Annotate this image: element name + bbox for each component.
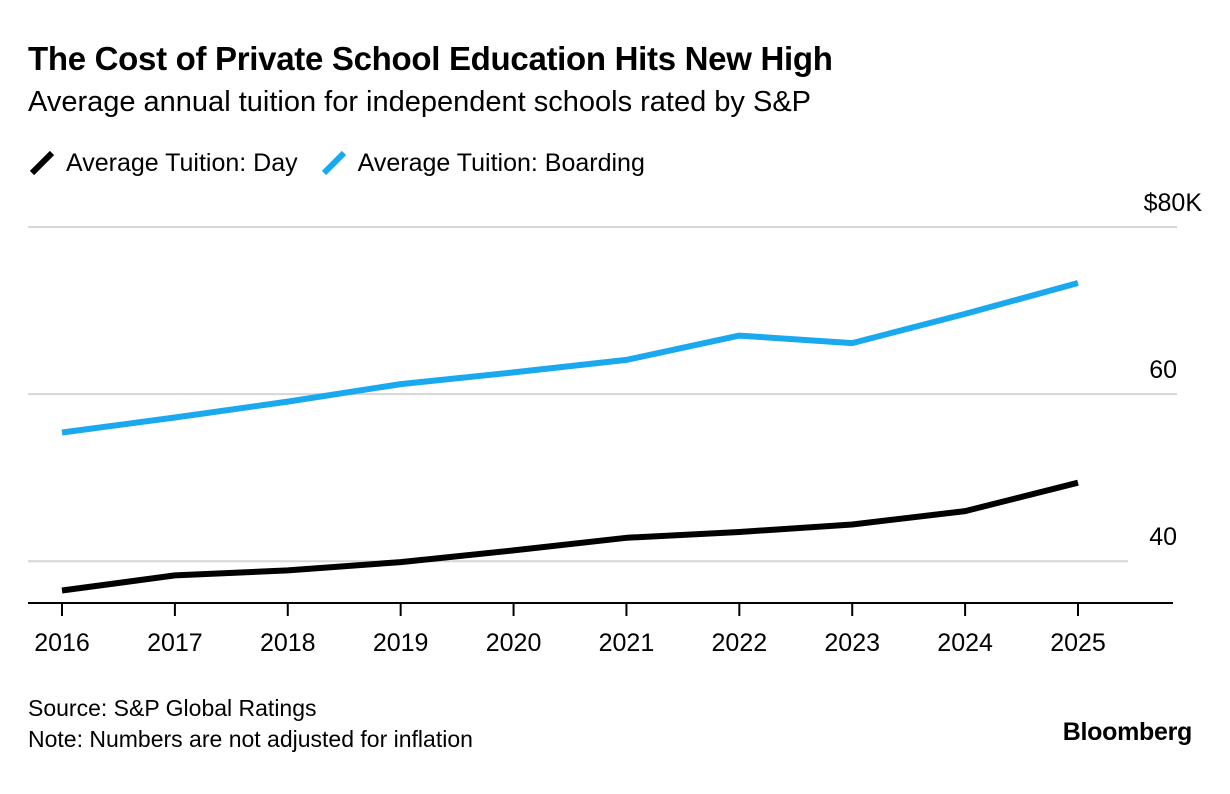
x-tick-label-2020: 2020 [486, 629, 542, 657]
x-tick-label-2024: 2024 [937, 629, 993, 657]
chart-legend: Average Tuition: Day Average Tuition: Bo… [28, 145, 667, 181]
x-tick-label-2017: 2017 [147, 629, 203, 657]
x-tick-label-2025: 2025 [1050, 629, 1106, 657]
y-tick-label-60: 60 [1149, 356, 1177, 384]
legend-item-boarding: Average Tuition: Boarding [320, 149, 645, 178]
bloomberg-logo: Bloomberg [1062, 718, 1193, 746]
x-tick-label-2016: 2016 [34, 629, 90, 657]
x-tick-label-2022: 2022 [712, 629, 768, 657]
legend-label-day: Average Tuition: Day [66, 148, 298, 177]
x-tick-label-2023: 2023 [824, 629, 880, 657]
legend-label-boarding: Average Tuition: Boarding [357, 148, 645, 177]
series-line-day [61, 479, 1079, 594]
legend-item-day: Average Tuition: Day [28, 149, 298, 178]
chart-subtitle: Average annual tuition for independent s… [28, 86, 811, 118]
legend-swatch-day [29, 150, 55, 176]
chart-title: The Cost of Private School Education Hit… [28, 40, 833, 77]
y-tick-label-40: 40 [1149, 523, 1177, 551]
legend-swatch-boarding [321, 150, 346, 176]
source-note: Source: S&P Global Ratings [28, 695, 317, 721]
inflation-note: Note: Numbers are not adjusted for infla… [28, 726, 473, 752]
x-tick-label-2021: 2021 [599, 629, 655, 657]
series-line-boarding [61, 280, 1079, 436]
x-tick-label-2018: 2018 [260, 629, 316, 657]
x-tick-label-2019: 2019 [373, 629, 429, 657]
y-tick-label-80: $80K [1144, 189, 1203, 217]
